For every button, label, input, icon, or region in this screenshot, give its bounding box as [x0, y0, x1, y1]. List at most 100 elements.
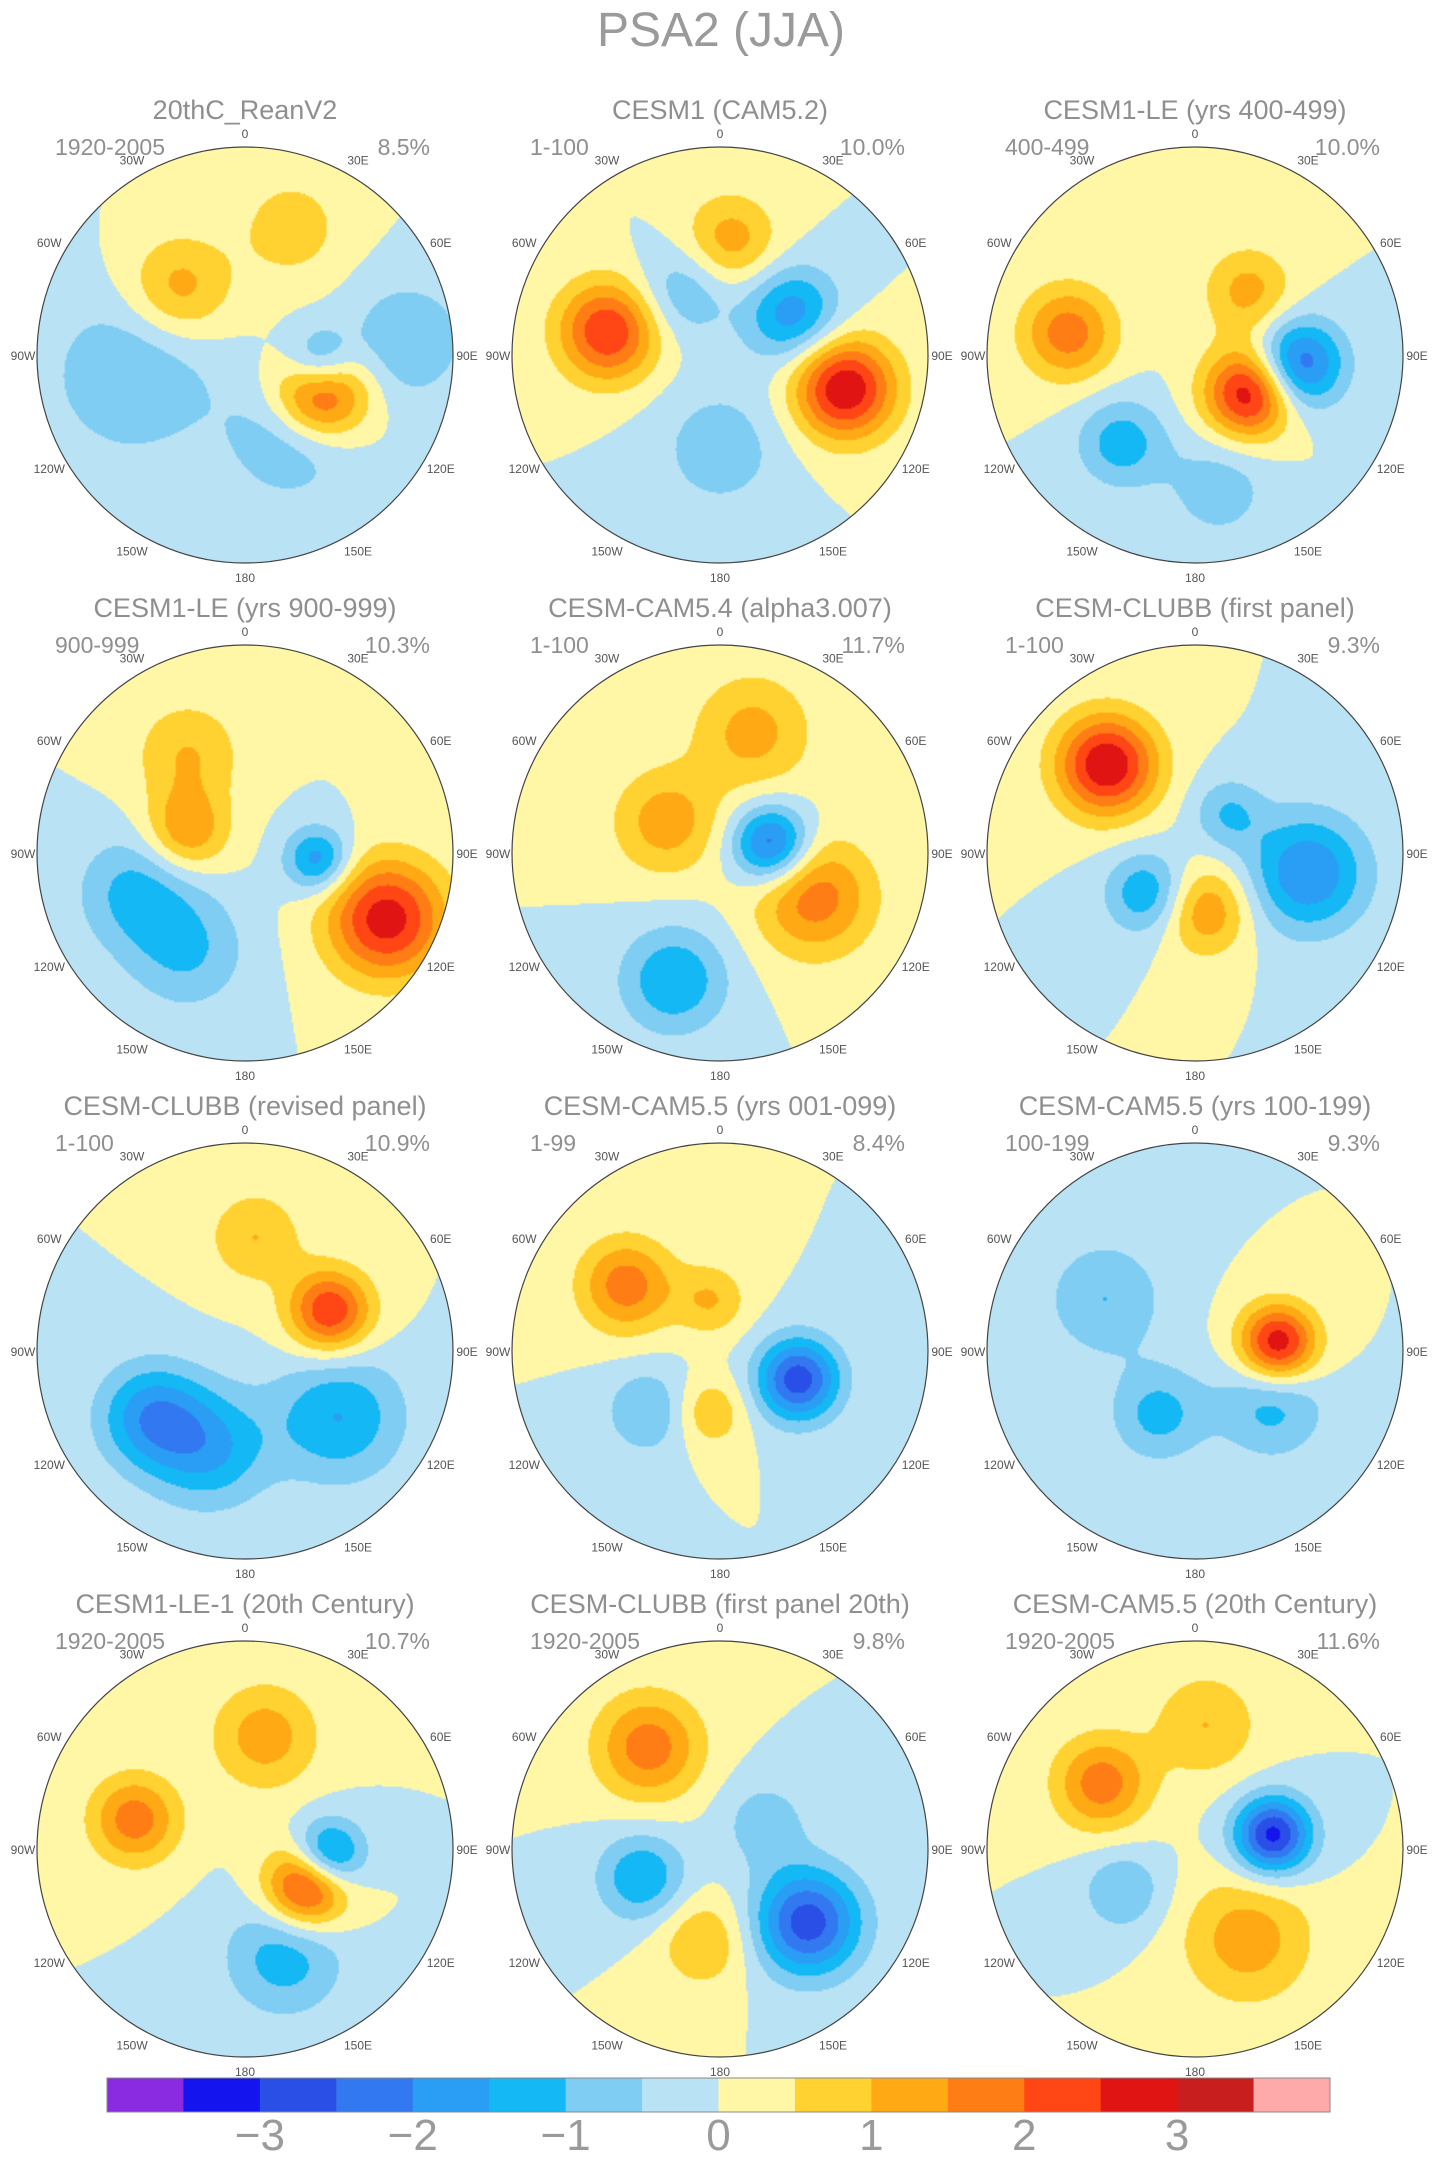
lon-tick-label: 150E: [819, 1043, 847, 1057]
panel-variance: 11.7%: [841, 632, 905, 658]
lon-tick-label: 30W: [120, 651, 145, 665]
map-panel: CESM1-LE-1 (20th Century) 1920-2005 10.7% 0…: [11, 1589, 478, 2079]
lon-tick-label: 150E: [819, 2039, 847, 2053]
colorbar-swatch: [718, 2078, 796, 2112]
lon-tick-label: 30E: [822, 1149, 843, 1163]
lon-tick-label: 120E: [902, 1458, 930, 1472]
figure-title: PSA2 (JJA): [597, 4, 845, 57]
lon-tick-label: 150E: [819, 545, 847, 559]
lon-tick-label: 60W: [512, 734, 537, 748]
contour-field: [987, 1143, 1403, 1559]
lon-tick-label: 120E: [1377, 1956, 1405, 1970]
lon-tick-label: 90E: [1406, 1843, 1427, 1857]
panel-title: 20thC_ReanV2: [153, 95, 338, 125]
panel-variance: 9.3%: [1328, 632, 1380, 658]
contour-field: [512, 1143, 928, 1559]
panel-title: CESM-CAM5.5 (20th Century): [1013, 1589, 1378, 1619]
colorbar-tick-label: 0: [706, 2111, 730, 2160]
lon-tick-label: 120E: [1377, 960, 1405, 974]
lon-tick-label: 120W: [984, 1956, 1016, 1970]
lon-tick-label: 90W: [961, 1345, 986, 1359]
panel-variance: 10.0%: [1315, 134, 1380, 160]
colorbar-swatch: [794, 2078, 872, 2112]
lon-tick-label: 120E: [1377, 1458, 1405, 1472]
lon-tick-label: 0: [242, 1123, 249, 1137]
lon-tick-label: 0: [717, 1123, 724, 1137]
lon-tick-label: 150W: [116, 1043, 148, 1057]
panel-title: CESM-CLUBB (revised panel): [63, 1091, 426, 1121]
map-panel: 20thC_ReanV2 1920-2005 8.5% 0 30E 60E 90E 120E 1…: [11, 95, 478, 585]
lon-tick-label: 180: [1185, 2065, 1205, 2079]
panel-variance: 10.0%: [840, 134, 905, 160]
lon-tick-label: 60W: [987, 734, 1012, 748]
lon-tick-label: 60E: [430, 734, 451, 748]
lon-tick-label: 150W: [1066, 1541, 1098, 1555]
lon-tick-label: 30E: [822, 1647, 843, 1661]
lon-tick-label: 0: [717, 625, 724, 639]
contour-field: [512, 147, 928, 563]
panel-variance: 9.3%: [1328, 1130, 1380, 1156]
lon-tick-label: 0: [717, 1621, 724, 1635]
lon-tick-label: 150W: [591, 2039, 623, 2053]
lon-tick-label: 60E: [905, 1232, 926, 1246]
map-boundary: [986, 1640, 1404, 2058]
map-boundary: [511, 146, 929, 564]
lon-tick-label: 120E: [902, 1956, 930, 1970]
lon-tick-label: 90W: [11, 1345, 36, 1359]
colorbar-tick-label: 1: [859, 2111, 883, 2160]
lon-tick-label: 120W: [984, 462, 1016, 476]
lon-tick-label: 0: [1192, 625, 1199, 639]
contour-field: [37, 645, 453, 1061]
colorbar-swatch: [1177, 2078, 1255, 2112]
lon-tick-label: 60E: [905, 1730, 926, 1744]
panel-period: 1-100: [530, 632, 589, 658]
lon-tick-label: 180: [235, 571, 255, 585]
colorbar-tick-label: −3: [235, 2111, 285, 2160]
lon-tick-label: 0: [717, 127, 724, 141]
lon-tick-label: 150E: [344, 1541, 372, 1555]
contour-field: [987, 1641, 1403, 2057]
colorbar-swatch: [336, 2078, 414, 2112]
panel-variance: 10.7%: [365, 1628, 430, 1654]
map-panel: CESM-CLUBB (first panel 20th) 1920-2005 9.…: [486, 1589, 953, 2079]
lon-tick-label: 90W: [486, 349, 511, 363]
lon-tick-label: 150E: [1294, 1541, 1322, 1555]
lon-tick-label: 150W: [116, 2039, 148, 2053]
lon-tick-label: 30E: [1297, 651, 1318, 665]
lon-tick-label: 90E: [931, 1345, 952, 1359]
panel-period: 1920-2005: [1005, 1628, 1115, 1654]
panel-variance: 9.8%: [853, 1628, 905, 1654]
panel-title: CESM-CAM5.4 (alpha3.007): [548, 593, 892, 623]
lon-tick-label: 180: [235, 1567, 255, 1581]
lon-tick-label: 60E: [905, 236, 926, 250]
lon-tick-label: 0: [1192, 1621, 1199, 1635]
lon-tick-label: 30E: [822, 651, 843, 665]
colorbar-tick-label: −2: [388, 2111, 438, 2160]
lon-tick-label: 60W: [37, 1232, 62, 1246]
colorbar: −3 −2 −1 0 1 2 3: [106, 2077, 1331, 2160]
colorbar-tick-label: 3: [1165, 2111, 1189, 2160]
lon-tick-label: 60W: [987, 1730, 1012, 1744]
map-boundary: [511, 644, 929, 1062]
panel-grid: 20thC_ReanV2 1920-2005 8.5% 0 30E 60E 90E 120E 1…: [11, 95, 1428, 2079]
map-boundary: [986, 1142, 1404, 1560]
lon-tick-label: 90E: [931, 349, 952, 363]
lon-tick-label: 60E: [1380, 734, 1401, 748]
lon-tick-label: 30E: [347, 153, 368, 167]
lon-tick-label: 180: [710, 1069, 730, 1083]
lon-tick-label: 90W: [11, 847, 36, 861]
colorbar-swatch: [642, 2078, 719, 2112]
panel-title: CESM1-LE-1 (20th Century): [75, 1589, 414, 1619]
lon-tick-label: 90W: [961, 349, 986, 363]
panel-period: 900-999: [55, 632, 139, 658]
lon-tick-label: 150E: [819, 1541, 847, 1555]
lon-tick-label: 30W: [120, 153, 145, 167]
lon-tick-label: 90E: [931, 1843, 952, 1857]
panel-variance: 11.6%: [1316, 1628, 1380, 1654]
lon-tick-label: 180: [235, 2065, 255, 2079]
colorbar-swatch: [183, 2078, 261, 2112]
lon-tick-label: 150W: [116, 1541, 148, 1555]
contour-field: [37, 147, 453, 563]
colorbar-swatch: [489, 2078, 567, 2112]
lon-tick-label: 60W: [987, 236, 1012, 250]
